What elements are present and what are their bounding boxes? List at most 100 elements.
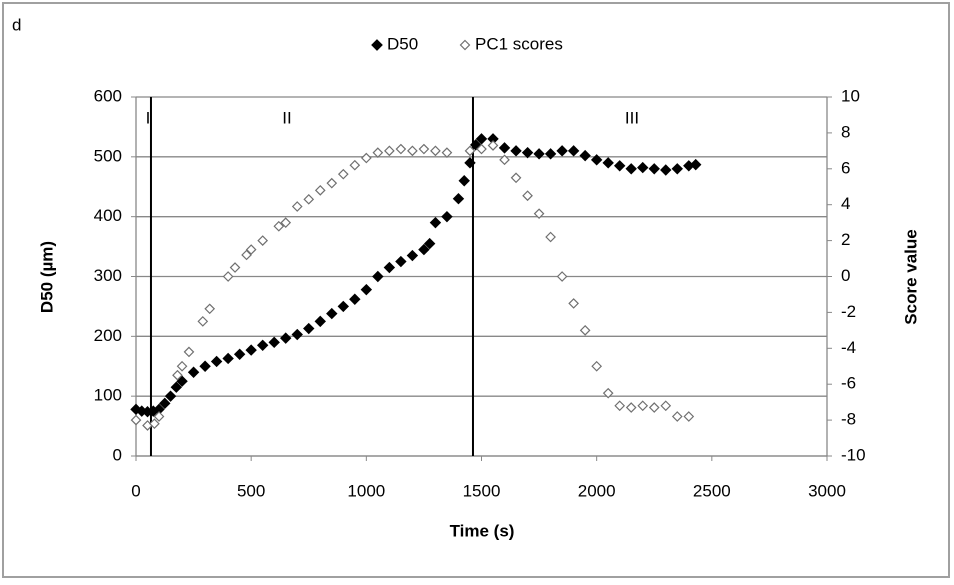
point xyxy=(625,402,637,413)
point xyxy=(153,411,165,422)
point xyxy=(183,346,195,358)
x-tick-label: 2000 xyxy=(578,481,616,500)
point xyxy=(648,163,660,175)
point xyxy=(337,168,349,180)
point xyxy=(395,255,407,268)
y2-tick-label: 10 xyxy=(841,86,860,105)
y2-tick-label: -6 xyxy=(841,374,856,393)
point xyxy=(591,360,603,372)
point xyxy=(614,400,626,412)
point xyxy=(337,300,350,313)
y-tick-label: 400 xyxy=(94,206,122,225)
x-tick-label: 3000 xyxy=(808,481,846,500)
point xyxy=(568,298,579,309)
point xyxy=(567,145,580,157)
point xyxy=(429,216,442,229)
point xyxy=(372,270,384,283)
point xyxy=(521,146,534,159)
point xyxy=(441,210,453,223)
point xyxy=(170,381,183,393)
point xyxy=(241,249,252,261)
point xyxy=(533,148,545,160)
point xyxy=(590,154,603,166)
point xyxy=(349,159,361,171)
point xyxy=(314,315,326,328)
point xyxy=(314,184,326,196)
point xyxy=(660,400,672,412)
legend-label: D50 xyxy=(387,34,418,53)
point xyxy=(458,175,470,187)
point xyxy=(149,418,160,430)
point xyxy=(602,387,614,399)
point xyxy=(441,147,453,158)
point xyxy=(280,332,292,344)
point xyxy=(430,145,441,157)
y2-tick-label: 6 xyxy=(841,158,850,177)
frame xyxy=(2,2,950,578)
y2-tick-label: 0 xyxy=(841,266,850,285)
y-tick-label: 100 xyxy=(94,386,122,405)
point xyxy=(671,163,683,175)
x-axis-title: Time (s) xyxy=(450,521,515,540)
y2-tick-label: 2 xyxy=(841,230,850,249)
point xyxy=(406,249,419,262)
point xyxy=(159,397,171,410)
point xyxy=(176,360,188,372)
point xyxy=(637,400,649,412)
x-tick-label: 0 xyxy=(131,481,140,500)
y2-tick-label: -10 xyxy=(841,445,866,464)
point xyxy=(613,160,626,172)
point xyxy=(476,143,487,155)
point xyxy=(210,355,223,368)
point xyxy=(464,157,476,169)
point xyxy=(510,172,522,184)
y2-axis-title: Score value xyxy=(901,229,920,324)
point xyxy=(464,145,476,157)
point xyxy=(499,154,510,166)
point xyxy=(470,139,482,151)
point xyxy=(407,145,418,157)
point xyxy=(291,328,303,341)
x-tick-label: 1000 xyxy=(347,481,385,500)
x-tick-label: 500 xyxy=(237,481,265,500)
point xyxy=(199,360,211,372)
point xyxy=(423,237,436,250)
y-axis-title: D50 (µm) xyxy=(37,241,56,313)
legend-marker xyxy=(371,39,383,51)
point xyxy=(545,231,556,243)
point xyxy=(383,261,396,274)
point xyxy=(556,145,568,157)
point xyxy=(522,190,533,202)
point xyxy=(395,143,407,155)
point xyxy=(233,348,246,360)
point xyxy=(602,157,614,169)
point xyxy=(164,390,177,402)
y2-tick-label: -4 xyxy=(841,338,856,357)
point xyxy=(487,140,499,151)
point xyxy=(690,158,702,171)
point xyxy=(452,193,465,205)
point xyxy=(187,366,200,378)
point xyxy=(671,411,683,422)
point xyxy=(229,262,241,273)
point xyxy=(222,352,234,365)
point xyxy=(637,161,649,174)
y-tick-label: 600 xyxy=(94,86,122,105)
point xyxy=(303,322,315,335)
y2-tick-label: -2 xyxy=(841,302,856,321)
y-tick-label: 0 xyxy=(113,445,122,464)
y2-tick-label: 4 xyxy=(841,194,850,213)
point xyxy=(326,307,338,320)
y-tick-label: 500 xyxy=(94,146,122,165)
point xyxy=(360,283,373,296)
point xyxy=(579,149,591,162)
point xyxy=(360,152,372,164)
point xyxy=(544,148,557,160)
legend-marker xyxy=(459,39,471,51)
point xyxy=(197,316,209,327)
point xyxy=(418,143,430,155)
point xyxy=(280,217,292,228)
point xyxy=(384,145,395,157)
point xyxy=(498,142,511,154)
